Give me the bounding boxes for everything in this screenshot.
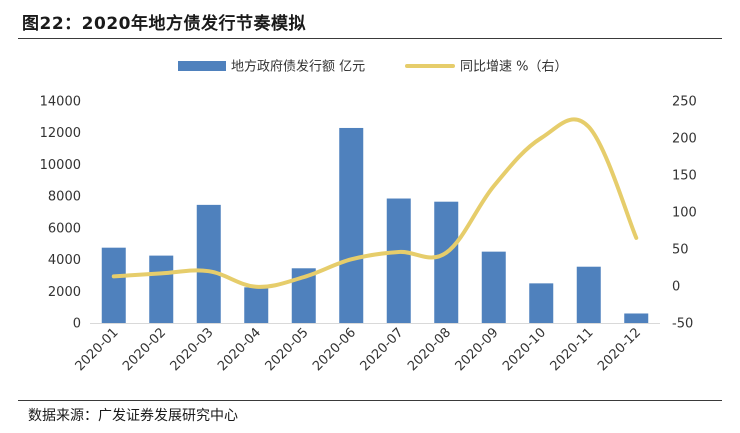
x-tick-label: 2020-01 <box>73 325 122 374</box>
legend-line-label: 同比增速 %（右） <box>460 60 568 75</box>
bar-2020-12 <box>624 313 649 323</box>
bar-2020-10 <box>529 283 554 323</box>
left-tick-label: 12000 <box>40 126 81 141</box>
x-tick-label: 2020-02 <box>120 325 169 374</box>
right-axis: -50 0 50 100 150 200 250 <box>672 95 697 332</box>
x-tick-label: 2020-12 <box>595 325 644 374</box>
left-tick-label: 0 <box>73 317 81 332</box>
figure-title: 图22：2020年地方债发行节奏模拟 <box>22 14 306 34</box>
x-tick-label: 2020-10 <box>500 325 549 374</box>
bar-2020-03 <box>196 204 221 323</box>
left-tick-label: 10000 <box>40 158 81 173</box>
right-tick-label: 50 <box>672 243 689 258</box>
bar-2020-08 <box>434 201 459 323</box>
bar-2020-02 <box>149 255 174 323</box>
x-tick-label: 2020-03 <box>168 325 217 374</box>
bar-2020-07 <box>386 198 411 323</box>
line-series <box>111 117 639 289</box>
growth-line <box>111 117 639 289</box>
source-rule <box>18 400 722 401</box>
x-tick-label: 2020-06 <box>310 325 359 374</box>
bar-2020-01 <box>101 247 126 323</box>
right-tick-label: -50 <box>672 317 693 332</box>
left-tick-label: 4000 <box>48 253 81 268</box>
chart: 地方政府债发行额 亿元 同比增速 %（右） 020004000600080001… <box>40 59 697 375</box>
x-axis: 2020-012020-022020-032020-042020-052020-… <box>73 325 645 374</box>
x-tick-label: 2020-09 <box>453 325 502 374</box>
x-tick-label: 2020-04 <box>215 325 264 374</box>
bar-2020-11 <box>576 266 601 323</box>
right-tick-label: 250 <box>672 95 697 110</box>
right-tick-label: 0 <box>672 280 680 295</box>
x-tick-label: 2020-07 <box>358 325 407 374</box>
left-tick-label: 8000 <box>48 190 81 205</box>
left-axis: 0 2000 4000 6000 8000 10000 12000 14000 <box>40 95 81 332</box>
x-tick-label: 2020-05 <box>263 325 312 374</box>
left-tick-label: 2000 <box>48 285 81 300</box>
left-tick-label: 6000 <box>48 221 81 236</box>
bar-series <box>90 127 660 324</box>
bar-2020-09 <box>481 251 506 323</box>
legend-bar-swatch <box>178 61 226 71</box>
source-note: 数据来源：广发证券发展研究中心 <box>28 408 238 424</box>
legend-bar-label: 地方政府债发行额 亿元 <box>231 59 365 75</box>
right-tick-label: 100 <box>672 206 697 221</box>
right-tick-label: 200 <box>672 132 697 147</box>
bar-2020-06 <box>339 127 364 323</box>
bar-2020-04 <box>244 287 269 323</box>
x-tick-label: 2020-11 <box>548 325 597 374</box>
legend: 地方政府债发行额 亿元 同比增速 %（右） <box>178 59 568 75</box>
x-tick-label: 2020-08 <box>405 325 454 374</box>
title-rule <box>18 38 722 39</box>
right-tick-label: 150 <box>672 169 697 184</box>
left-tick-label: 14000 <box>40 95 81 110</box>
